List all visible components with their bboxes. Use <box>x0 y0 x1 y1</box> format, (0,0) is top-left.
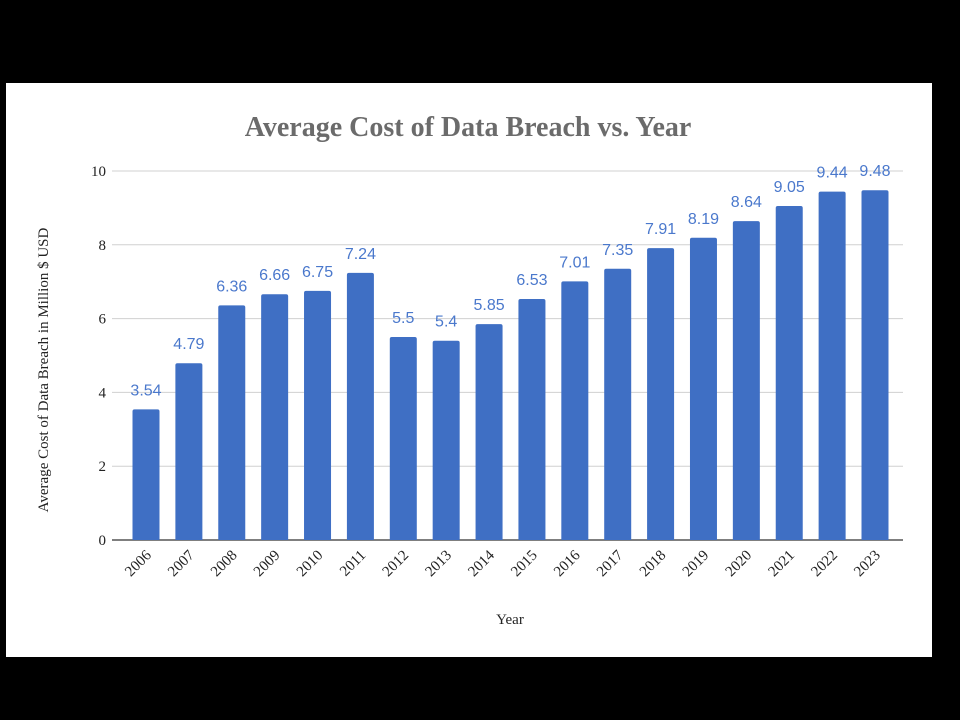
bar-2018 <box>647 248 675 540</box>
data-label: 5.4 <box>435 314 457 331</box>
data-label: 7.01 <box>559 254 590 271</box>
x-tick-label: 2014 <box>465 547 498 580</box>
data-label: 6.36 <box>216 278 247 295</box>
data-label: 7.91 <box>645 221 676 238</box>
data-label: 6.53 <box>516 272 547 289</box>
bar-2007 <box>175 363 203 540</box>
x-tick-label: 2015 <box>508 548 541 581</box>
y-tick-label: 10 <box>91 164 106 180</box>
x-tick-label: 2021 <box>766 548 799 581</box>
x-tick-label: 2010 <box>294 548 327 581</box>
bar-2017 <box>604 268 632 540</box>
x-tick-label: 2009 <box>251 548 284 581</box>
bar-2022 <box>818 191 846 540</box>
x-tick-label: 2008 <box>208 548 241 581</box>
data-label: 4.79 <box>173 336 204 353</box>
y-tick-label: 4 <box>99 385 107 401</box>
x-tick-label: 2023 <box>851 548 884 581</box>
bar-2013 <box>432 340 460 540</box>
data-label: 6.75 <box>302 264 333 281</box>
data-label: 3.54 <box>130 382 161 399</box>
bar-2011 <box>346 272 374 540</box>
bar-2009 <box>261 294 289 540</box>
x-tick-label: 2007 <box>165 547 198 580</box>
bar-2020 <box>732 221 760 540</box>
x-tick-label: 2022 <box>808 548 841 581</box>
data-label: 7.24 <box>345 246 376 263</box>
x-tick-label: 2017 <box>594 547 627 580</box>
x-tick-label: 2019 <box>680 548 713 581</box>
bar-2012 <box>389 337 417 540</box>
y-tick-label: 0 <box>99 533 107 549</box>
data-label: 6.66 <box>259 267 290 284</box>
data-label: 9.05 <box>774 179 805 196</box>
data-label: 9.48 <box>859 163 890 180</box>
data-label: 8.64 <box>731 194 762 211</box>
bar-2015 <box>518 299 546 540</box>
x-tick-label: 2016 <box>551 547 584 580</box>
x-tick-label: 2011 <box>337 548 369 580</box>
data-label: 8.19 <box>688 211 719 228</box>
x-tick-label: 2006 <box>122 547 155 580</box>
chart-title: Average Cost of Data Breach vs. Year <box>245 112 692 143</box>
x-axis-label: Year <box>496 612 524 628</box>
bar-2019 <box>689 237 717 540</box>
data-label: 5.5 <box>392 310 414 327</box>
data-label: 5.85 <box>473 297 504 314</box>
x-tick-label: 2018 <box>637 548 670 581</box>
bar-2014 <box>475 324 503 540</box>
x-tick-label: 2012 <box>380 548 413 581</box>
bar-2010 <box>304 290 332 540</box>
y-axis-label: Average Cost of Data Breach in Million $… <box>36 228 52 513</box>
x-tick-label: 2013 <box>422 548 455 581</box>
bar-2006 <box>132 409 160 540</box>
y-tick-label: 8 <box>99 238 107 254</box>
bar-2016 <box>561 281 589 540</box>
y-tick-label: 6 <box>99 312 107 328</box>
x-tick-label: 2020 <box>723 548 756 581</box>
data-label: 9.44 <box>817 165 848 182</box>
bar-2021 <box>775 206 803 540</box>
bar-2023 <box>861 190 889 541</box>
bar-2008 <box>218 305 246 540</box>
y-tick-label: 2 <box>99 459 107 475</box>
data-label: 7.35 <box>602 242 633 259</box>
